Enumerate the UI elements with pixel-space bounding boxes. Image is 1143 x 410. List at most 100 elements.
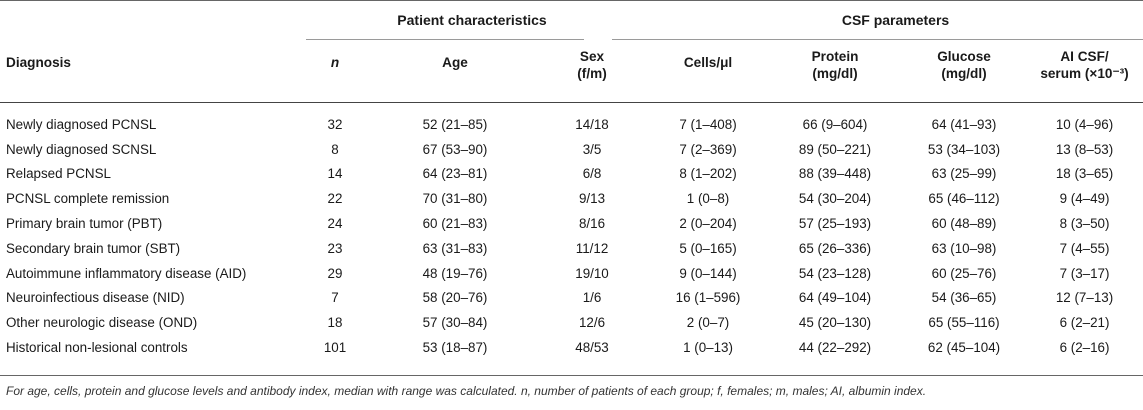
cell-age: 57 (30–84) bbox=[422, 315, 488, 331]
cell-protein: 66 (9–604) bbox=[802, 116, 868, 132]
cell-glucose: 63 (25–99) bbox=[931, 166, 997, 182]
cell-ai: 7 (3–17) bbox=[1059, 265, 1110, 281]
cell-age: 53 (18–87) bbox=[422, 340, 488, 356]
cell-age: 58 (20–76) bbox=[422, 290, 488, 306]
cell-cells: 16 (1–596) bbox=[675, 290, 741, 306]
body-spacer bbox=[0, 102, 1143, 112]
col-header-sex: Sex (f/m) bbox=[536, 40, 648, 102]
table-row: Autoimmune inflammatory disease (AID) 29 4… bbox=[0, 261, 1143, 286]
table-row: Other neurologic disease (OND) 18 57 (30–8… bbox=[0, 310, 1143, 335]
table-row: Newly diagnosed PCNSL 32 52 (21–85) 14/18 7 … bbox=[0, 112, 1143, 137]
cell-cells: 7 (2–369) bbox=[679, 141, 737, 157]
table-row: Neuroinfectious disease (NID) 7 58 (20–76)… bbox=[0, 286, 1143, 311]
col-header-ai: AI CSF/serum (×10⁻³) bbox=[1026, 40, 1143, 102]
group-rule-patient bbox=[306, 39, 584, 40]
cell-diagnosis: Other neurologic disease (OND) bbox=[6, 315, 198, 331]
cell-protein: 65 (26–336) bbox=[798, 240, 872, 256]
table-row: Newly diagnosed SCNSL 8 67 (53–90) 3/5 7 (2–… bbox=[0, 137, 1143, 162]
col-header-n: n bbox=[330, 55, 340, 70]
group-header-patient: Patient characteristics bbox=[397, 12, 547, 28]
table-top-rule bbox=[0, 0, 1143, 1]
cell-n: 101 bbox=[323, 340, 347, 356]
cell-sex: 9/13 bbox=[578, 191, 606, 207]
cell-ai: 10 (4–96) bbox=[1055, 116, 1114, 132]
cell-protein: 64 (49–104) bbox=[798, 290, 872, 306]
col-header-protein: Protein (mg/dl) bbox=[768, 40, 902, 102]
col-header-ai-line1: AI CSF/ bbox=[1060, 49, 1109, 64]
cell-sex: 8/16 bbox=[578, 216, 606, 232]
col-header-ai-line2: serum (×10⁻³) bbox=[1040, 66, 1129, 81]
cell-ai: 7 (4–55) bbox=[1059, 240, 1110, 256]
group-header-csf: CSF parameters bbox=[841, 12, 950, 28]
cell-glucose: 62 (45–104) bbox=[927, 340, 1001, 356]
cell-ai: 6 (2–16) bbox=[1059, 340, 1110, 356]
cell-diagnosis: Newly diagnosed PCNSL bbox=[6, 116, 157, 132]
header-spacer bbox=[0, 0, 296, 40]
cell-glucose: 60 (25–76) bbox=[931, 265, 997, 281]
cell-ai: 18 (3–65) bbox=[1055, 166, 1114, 182]
cell-n: 29 bbox=[327, 265, 343, 281]
table-bottom-rule bbox=[0, 375, 1143, 376]
cell-ai: 6 (2–21) bbox=[1059, 315, 1110, 331]
cell-n: 8 bbox=[331, 141, 339, 157]
cell-protein: 54 (23–128) bbox=[798, 265, 872, 281]
table-row: Primary brain tumor (PBT) 24 60 (21–83) 8/1… bbox=[0, 211, 1143, 236]
cell-sex: 1/6 bbox=[582, 290, 602, 306]
cell-diagnosis: Newly diagnosed SCNSL bbox=[6, 141, 157, 157]
cell-ai: 9 (4–49) bbox=[1059, 191, 1110, 207]
cell-sex: 3/5 bbox=[582, 141, 602, 157]
cell-age: 63 (31–83) bbox=[422, 240, 488, 256]
cell-cells: 8 (1–202) bbox=[679, 166, 737, 182]
cell-glucose: 65 (55–116) bbox=[928, 315, 1000, 331]
cell-diagnosis: PCNSL complete remission bbox=[6, 191, 170, 207]
data-table: Patient characteristics CSF parameters D… bbox=[0, 0, 1143, 360]
cell-age: 70 (31–80) bbox=[422, 191, 488, 207]
col-header-protein-line1: Protein bbox=[811, 49, 859, 64]
cell-cells: 1 (0–8) bbox=[686, 191, 730, 207]
cell-sex: 19/10 bbox=[575, 265, 609, 281]
cell-n: 22 bbox=[327, 191, 343, 207]
group-rule-csf bbox=[612, 39, 1143, 40]
cell-protein: 45 (20–130) bbox=[798, 315, 872, 331]
col-header-age: Age bbox=[442, 55, 468, 70]
cell-sex: 48/53 bbox=[575, 340, 609, 356]
col-header-sex-line1: Sex bbox=[579, 49, 605, 64]
cell-protein: 57 (25–193) bbox=[798, 216, 872, 232]
table-row: Historical non-lesional controls 101 53 (1… bbox=[0, 335, 1143, 360]
cell-n: 7 bbox=[331, 290, 339, 306]
table-row: Secondary brain tumor (SBT) 23 63 (31–83) 1… bbox=[0, 236, 1143, 261]
cell-ai: 8 (3–50) bbox=[1059, 216, 1110, 232]
cell-glucose: 60 (48–89) bbox=[931, 216, 997, 232]
cell-glucose: 54 (36–65) bbox=[931, 290, 997, 306]
cell-ai: 13 (8–53) bbox=[1055, 141, 1114, 157]
cell-cells: 9 (0–144) bbox=[679, 265, 737, 281]
cell-sex: 11/12 bbox=[575, 240, 609, 256]
cell-age: 60 (21–83) bbox=[422, 216, 488, 232]
table-body: Newly diagnosed PCNSL 32 52 (21–85) 14/18 7 … bbox=[0, 102, 1143, 360]
cell-diagnosis: Secondary brain tumor (SBT) bbox=[6, 240, 181, 256]
cell-cells: 7 (1–408) bbox=[679, 116, 737, 132]
col-header-protein-line2: (mg/dl) bbox=[812, 66, 858, 81]
cell-age: 67 (53–90) bbox=[422, 141, 488, 157]
cell-n: 18 bbox=[327, 315, 343, 331]
table-row: PCNSL complete remission 22 70 (31–80) 9/13… bbox=[0, 186, 1143, 211]
col-header-sex-line2: (f/m) bbox=[577, 66, 607, 81]
cell-n: 32 bbox=[327, 116, 343, 132]
cell-cells: 1 (0–13) bbox=[683, 340, 733, 356]
cell-glucose: 64 (41–93) bbox=[931, 116, 997, 132]
cell-sex: 14/18 bbox=[575, 116, 609, 132]
cell-diagnosis: Primary brain tumor (PBT) bbox=[6, 216, 163, 232]
col-header-glucose-line2: (mg/dl) bbox=[941, 66, 987, 81]
cell-glucose: 53 (34–103) bbox=[927, 141, 1001, 157]
col-header-cells: Cells/μl bbox=[683, 55, 733, 70]
cell-sex: 12/6 bbox=[578, 315, 606, 331]
table-row: Relapsed PCNSL 14 64 (23–81) 6/8 8 (1–202) 88… bbox=[0, 162, 1143, 187]
cell-diagnosis: Relapsed PCNSL bbox=[6, 166, 111, 182]
header-bottom-rule bbox=[0, 102, 1143, 103]
col-header-glucose-line1: Glucose bbox=[937, 49, 991, 64]
cell-n: 23 bbox=[327, 240, 343, 256]
cell-protein: 44 (22–292) bbox=[798, 340, 872, 356]
cell-age: 48 (19–76) bbox=[422, 265, 488, 281]
table-footnote: For age, cells, protein and glucose leve… bbox=[6, 384, 927, 398]
